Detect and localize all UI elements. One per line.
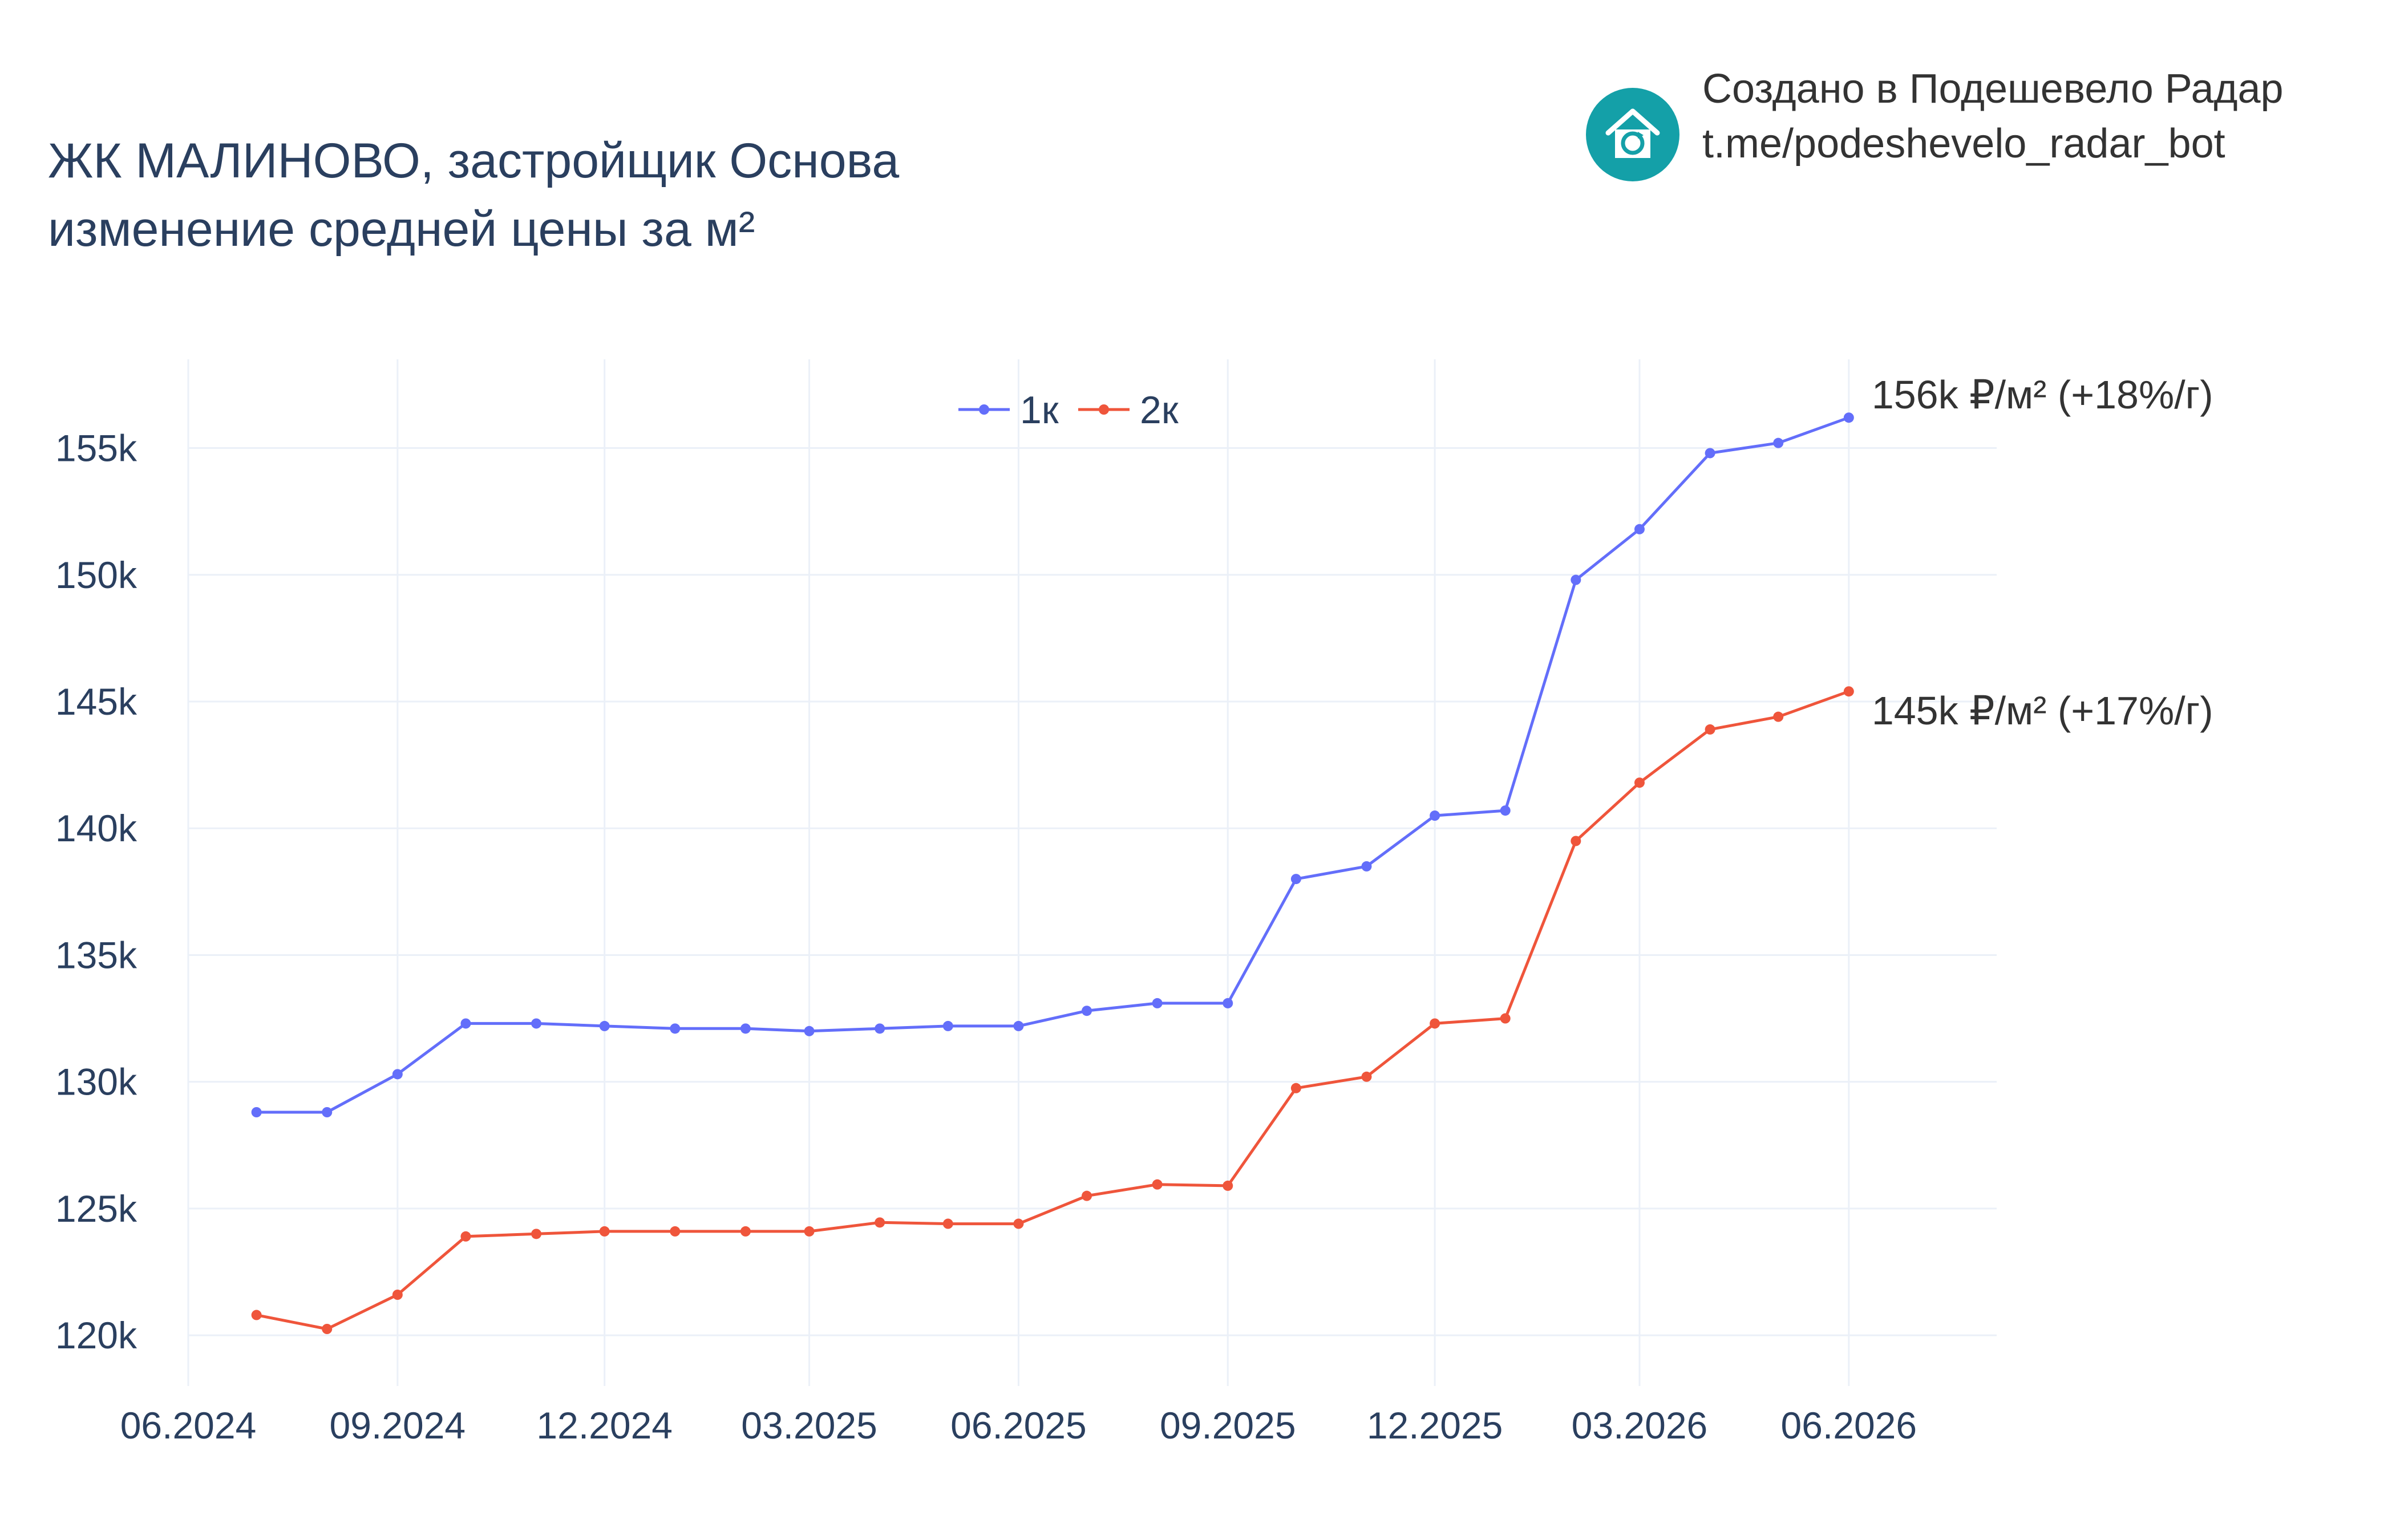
data-point bbox=[251, 1107, 262, 1117]
data-point bbox=[1843, 412, 1854, 423]
data-point bbox=[1013, 1020, 1024, 1031]
data-point bbox=[1634, 524, 1645, 534]
data-point bbox=[875, 1023, 885, 1034]
data-point bbox=[1773, 711, 1784, 722]
data-point bbox=[670, 1023, 681, 1034]
y-tick-label: 120k bbox=[55, 1314, 137, 1356]
data-point bbox=[1500, 805, 1511, 816]
data-point bbox=[1290, 874, 1301, 885]
x-tick-label: 12.2025 bbox=[1367, 1404, 1503, 1446]
data-point bbox=[599, 1020, 610, 1031]
data-point bbox=[1082, 1190, 1092, 1201]
x-tick-label: 03.2025 bbox=[741, 1404, 877, 1446]
chart-title: ЖК МАЛИНОВО, застройщик Основа изменение… bbox=[48, 127, 899, 264]
credit-line1: Создано в Подешевело Радар bbox=[1702, 66, 2284, 112]
house-refresh-icon bbox=[1586, 88, 1679, 181]
series-line-1 bbox=[256, 416, 1849, 1114]
x-tick-label: 09.2024 bbox=[330, 1404, 466, 1446]
data-point bbox=[804, 1026, 815, 1036]
x-tick-label: 06.2025 bbox=[950, 1404, 1087, 1446]
chart-title-line1: ЖК МАЛИНОВО, застройщик Основа bbox=[48, 133, 900, 188]
data-point bbox=[875, 1217, 885, 1228]
y-tick-label: 145k bbox=[55, 680, 137, 723]
data-point bbox=[251, 1310, 262, 1320]
y-tick-label: 135k bbox=[55, 934, 137, 976]
x-tick-label: 03.2026 bbox=[1572, 1404, 1708, 1446]
data-point bbox=[460, 1018, 471, 1029]
y-tick-label: 155k bbox=[55, 427, 137, 469]
data-point bbox=[1705, 448, 1715, 459]
data-point bbox=[531, 1229, 542, 1239]
data-point bbox=[1361, 861, 1372, 872]
data-point bbox=[1843, 686, 1854, 697]
data-point bbox=[322, 1107, 333, 1117]
series-line-2 bbox=[256, 690, 1849, 1331]
x-tick-label: 06.2024 bbox=[120, 1404, 257, 1446]
x-tick-label: 09.2025 bbox=[1160, 1404, 1296, 1446]
credit-block: Создано в Подешевело Радар t.me/podeshev… bbox=[1586, 62, 2284, 181]
data-point bbox=[1152, 998, 1163, 1008]
legend-marker bbox=[1099, 404, 1109, 415]
data-point bbox=[392, 1069, 403, 1080]
data-point bbox=[1773, 437, 1784, 448]
data-point bbox=[740, 1023, 751, 1034]
y-tick-label: 150k bbox=[55, 554, 137, 596]
data-point bbox=[1223, 1180, 1233, 1191]
data-point bbox=[942, 1020, 953, 1031]
y-tick-label: 125k bbox=[55, 1188, 137, 1230]
data-point bbox=[1571, 574, 1581, 585]
data-point bbox=[1013, 1218, 1024, 1229]
x-tick-label: 06.2026 bbox=[1781, 1404, 1917, 1446]
data-point bbox=[942, 1218, 953, 1229]
data-point bbox=[1082, 1006, 1092, 1016]
x-tick-label: 12.2024 bbox=[536, 1404, 673, 1446]
data-point bbox=[740, 1226, 751, 1237]
data-point bbox=[1430, 810, 1440, 821]
data-point bbox=[1361, 1071, 1372, 1082]
data-point bbox=[1705, 724, 1715, 735]
end-label-2: 145k ₽/м² (+17%/г) bbox=[1872, 688, 2213, 733]
data-point bbox=[1571, 836, 1581, 846]
legend-item-2: 2к bbox=[1140, 388, 1179, 432]
chart-title-line2: изменение средней цены за м² bbox=[48, 202, 755, 257]
data-point bbox=[322, 1324, 333, 1334]
data-point bbox=[392, 1290, 403, 1300]
data-point bbox=[1152, 1179, 1163, 1190]
data-point bbox=[599, 1226, 610, 1237]
y-tick-label: 130k bbox=[55, 1061, 137, 1103]
data-point bbox=[531, 1018, 542, 1029]
data-point bbox=[804, 1226, 815, 1237]
data-point bbox=[670, 1226, 681, 1237]
data-point bbox=[460, 1231, 471, 1242]
data-point bbox=[1430, 1018, 1440, 1029]
data-point bbox=[1634, 777, 1645, 788]
legend-item-1: 1к bbox=[1020, 388, 1059, 432]
end-label-1: 156k ₽/м² (+18%/г) bbox=[1872, 372, 2213, 417]
data-point bbox=[1223, 998, 1233, 1008]
y-tick-label: 140k bbox=[55, 807, 137, 849]
legend-marker bbox=[979, 404, 989, 415]
data-point bbox=[1500, 1013, 1511, 1024]
credit-link[interactable]: t.me/podeshevelo_radar_bot bbox=[1702, 121, 2225, 167]
data-point bbox=[1290, 1083, 1301, 1093]
